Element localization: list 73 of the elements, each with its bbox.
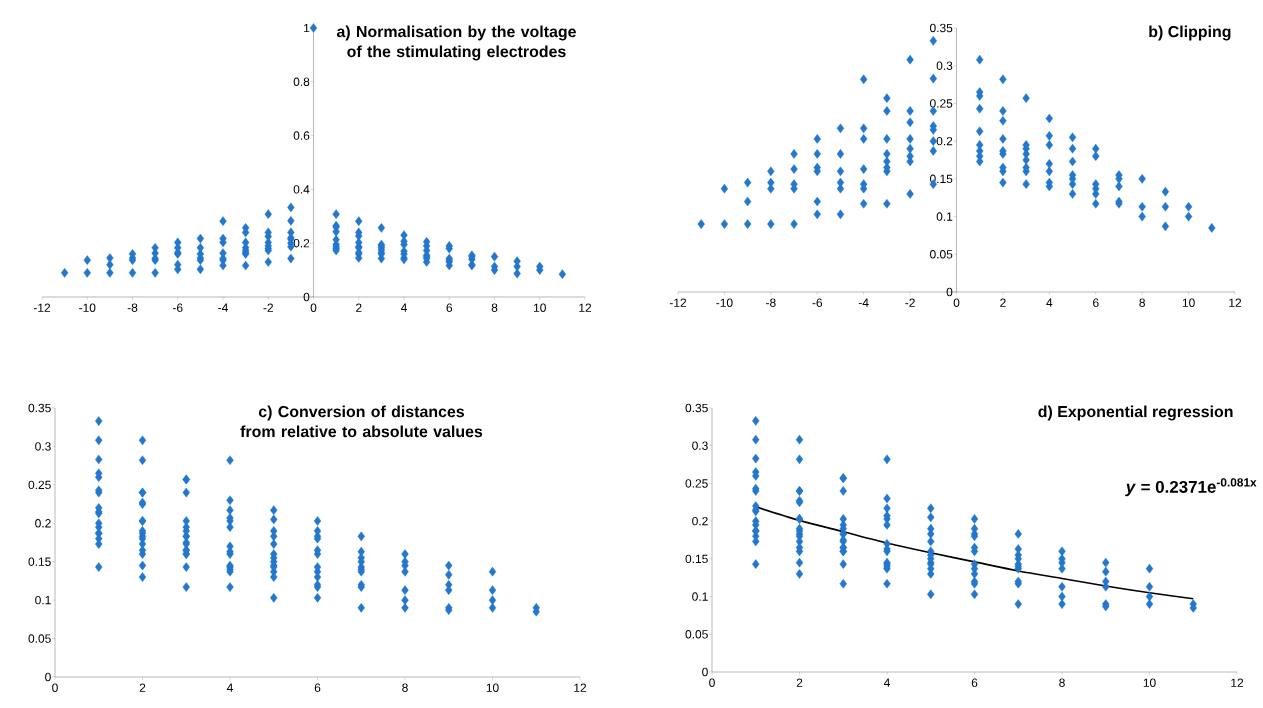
y-tick-label: 0.2 (35, 519, 51, 528)
chart-title: a) Normalisation by the voltage of the stimulating electrodes (336, 25, 576, 61)
x-tick-label: -10 (79, 303, 96, 312)
x-tick-label: -6 (812, 298, 823, 307)
y-tick-label: 0.2 (293, 238, 310, 248)
y-tick-label: 0 (946, 287, 953, 297)
y-tick-label: 0.15 (28, 557, 51, 566)
x-tick-label: 12 (579, 303, 592, 312)
x-tick-label: 6 (1093, 298, 1099, 307)
y-tick-label: 0.1 (35, 595, 51, 605)
x-tick-label: 2 (356, 303, 362, 312)
chart-title: c) Conversion of distances from relative to absolute values (240, 405, 483, 438)
y-tick-label: 0.1 (692, 592, 708, 601)
x-tick-label: 10 (534, 303, 546, 312)
y-tick-label: 0.05 (685, 630, 708, 639)
y-tick-label: 0.3 (35, 442, 51, 451)
x-tick-label: 4 (226, 683, 233, 692)
y-tick-label: 0.25 (930, 99, 953, 108)
x-tick-label: 2 (796, 678, 803, 687)
y-tick-label: 0.6 (293, 131, 310, 140)
x-tick-label: 2 (139, 683, 146, 692)
y-tick-label: 0.2 (692, 516, 708, 526)
x-tick-label: 8 (491, 303, 498, 312)
y-tick-label: 0.15 (930, 174, 953, 184)
x-tick-label: -6 (172, 303, 183, 312)
y-tick-label: 0.15 (685, 554, 708, 564)
y-tick-label: 0.35 (28, 403, 51, 413)
x-tick-label: 12 (1231, 678, 1244, 687)
x-tick-label: 6 (971, 678, 978, 687)
x-tick-label: 8 (402, 683, 408, 692)
x-tick-label: 4 (1046, 298, 1053, 307)
x-tick-label: -2 (263, 303, 273, 312)
x-tick-label: 10 (1182, 298, 1195, 307)
x-tick-label: -12 (669, 298, 687, 307)
x-tick-label: 6 (446, 303, 453, 312)
y-tick-label: 0.05 (930, 250, 953, 259)
x-tick-label: 0 (953, 298, 960, 307)
y-tick-label: 0.35 (685, 403, 708, 413)
x-tick-label: 6 (314, 683, 321, 692)
y-tick-label: 0.25 (685, 479, 708, 488)
y-tick-label: 0 (702, 667, 708, 677)
x-tick-label: 0 (52, 683, 58, 692)
x-tick-label: 4 (883, 678, 890, 687)
y-tick-label: 0.4 (293, 185, 310, 194)
x-tick-label: -10 (716, 298, 733, 307)
y-tick-label: 0.3 (936, 61, 953, 70)
annotation: y = 0.2371e$^{-0.081x}$ (1125, 478, 1257, 497)
x-tick-label: 2 (1000, 298, 1006, 307)
x-tick-label: 10 (486, 683, 499, 692)
x-tick-label: 8 (1059, 678, 1065, 687)
y-tick-label: 0.8 (293, 77, 310, 87)
x-tick-label: -8 (127, 303, 138, 312)
x-tick-label: 8 (1139, 298, 1145, 307)
x-tick-label: 10 (1143, 678, 1156, 687)
y-tick-label: 0.35 (930, 23, 953, 33)
chart-title: b) Clipping (1149, 25, 1231, 41)
x-tick-label: -4 (218, 303, 228, 312)
x-tick-label: 0 (709, 678, 715, 687)
x-tick-label: -8 (766, 298, 776, 307)
y-tick-label: 0.05 (28, 634, 51, 643)
x-tick-label: 12 (574, 683, 587, 692)
y-tick-label: 0.2 (936, 136, 953, 146)
y-tick-label: 0.25 (28, 480, 51, 490)
y-tick-label: 1 (304, 23, 310, 33)
chart-title: d) Exponential regression (1038, 405, 1233, 421)
x-tick-label: -2 (905, 298, 915, 307)
x-tick-label: -4 (858, 298, 869, 307)
y-tick-label: 0.1 (936, 212, 953, 221)
x-tick-label: 0 (310, 303, 317, 312)
x-tick-label: 4 (400, 303, 407, 312)
x-tick-label: 12 (1229, 298, 1242, 307)
y-tick-label: 0.3 (692, 441, 708, 450)
x-tick-label: -12 (33, 303, 51, 312)
